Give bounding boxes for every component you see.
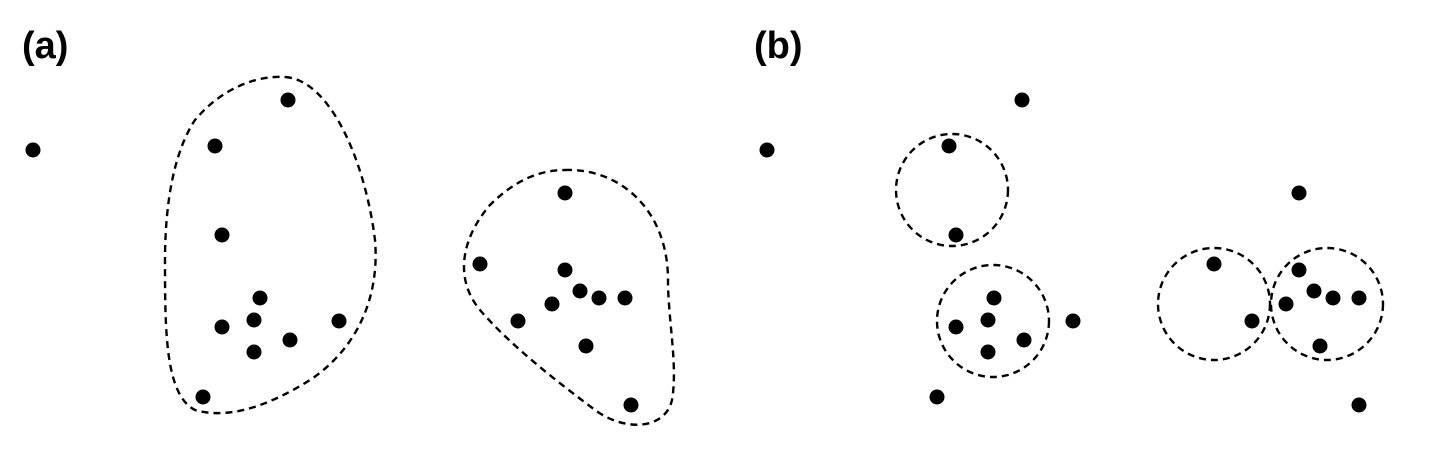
data-point [980, 312, 996, 328]
data-point [1351, 397, 1367, 413]
data-point [214, 319, 230, 335]
data-point [246, 344, 262, 360]
data-point [252, 290, 268, 306]
data-point [1291, 262, 1307, 278]
data-point [980, 344, 996, 360]
data-point [1291, 185, 1307, 201]
data-point [986, 290, 1002, 306]
cluster-boundary-b2 [935, 263, 1051, 379]
data-point [1065, 313, 1081, 329]
data-point [1351, 290, 1367, 306]
data-point [510, 313, 526, 329]
data-point [591, 290, 607, 306]
cluster-boundary-b4 [1269, 246, 1385, 362]
data-point [948, 319, 964, 335]
data-point [948, 227, 964, 243]
data-point [1312, 338, 1328, 354]
data-point [25, 142, 41, 158]
data-point [207, 138, 223, 154]
data-point [1325, 290, 1341, 306]
data-point [544, 296, 560, 312]
data-point [557, 185, 573, 201]
cluster-boundary-b1 [894, 132, 1010, 248]
data-point [195, 389, 211, 405]
data-point [623, 397, 639, 413]
data-point [941, 138, 957, 154]
data-point [282, 332, 298, 348]
data-point [246, 312, 262, 328]
data-point [1306, 283, 1322, 299]
data-point [1244, 313, 1260, 329]
data-point [1206, 256, 1222, 272]
panel-a: (a) [22, 25, 676, 426]
data-points-b [759, 92, 1367, 413]
data-point [280, 92, 296, 108]
data-point [1278, 296, 1294, 312]
panel-b: (b) [754, 25, 1385, 413]
data-point [572, 283, 588, 299]
data-point [331, 313, 347, 329]
data-point [214, 227, 230, 243]
cluster-boundary-a2 [462, 168, 676, 426]
data-point [1014, 92, 1030, 108]
panel-a-label: (a) [22, 25, 68, 67]
data-point [472, 256, 488, 272]
data-points-a [25, 92, 639, 413]
data-point [929, 389, 945, 405]
cluster-boundary-a1 [163, 75, 377, 415]
cluster-boundary-b3 [1156, 246, 1272, 362]
panel-b-label: (b) [754, 25, 803, 67]
data-point [557, 262, 573, 278]
data-point [617, 290, 633, 306]
data-point [759, 142, 775, 158]
data-point [578, 338, 594, 354]
data-point [1016, 332, 1032, 348]
